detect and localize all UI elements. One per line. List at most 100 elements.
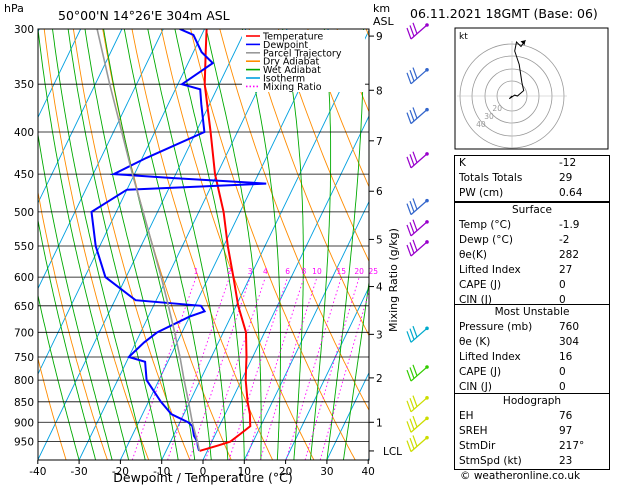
wind-barb-flag	[412, 325, 418, 338]
row-label: SREH	[459, 425, 488, 437]
wind-barb-icon	[406, 325, 429, 343]
table-row: SREH 97	[455, 424, 609, 439]
wind-barb-flag	[406, 203, 412, 215]
table-row: Dewp (°C) -2	[455, 233, 609, 248]
km-tick-label: 6	[376, 186, 383, 198]
legend-label: Isotherm	[263, 74, 305, 85]
x-axis-label: Dewpoint / Temperature (°C)	[113, 470, 292, 485]
isotherm-line	[38, 29, 164, 290]
wind-barb-flag	[406, 156, 412, 169]
surface-table: Surface Temp (°C) -1.9 Dewp (°C) -2 θe(K) 282…	[454, 202, 610, 309]
wet-adiabat-line	[52, 29, 146, 460]
row-value: 0.64	[559, 187, 583, 199]
mixing-ratio-axis-label: Mixing Ratio (g/kg)	[387, 228, 400, 332]
km-tick-label: 3	[376, 329, 383, 341]
location-title: 50°00'N 14°26'E 304m ASL	[58, 8, 230, 23]
wind-barb-shaft	[410, 417, 428, 433]
row-value: 16	[559, 351, 573, 363]
wind-barb-flag	[409, 367, 415, 379]
legend-label: Wet Adiabat	[263, 65, 321, 76]
row-label: Lifted Index	[459, 264, 521, 276]
legend-background	[242, 30, 365, 92]
wet-adiabat-line	[123, 29, 212, 460]
table-row: Lifted Index 16	[455, 350, 609, 365]
wind-barb-shaft	[410, 69, 428, 85]
wind-barb-dot	[425, 365, 429, 369]
table-row: CAPE (J) 0	[455, 278, 609, 293]
isotherm-line	[243, 200, 369, 460]
mixing-ratio-line	[304, 276, 360, 460]
row-label: Temp (°C)	[459, 219, 512, 231]
wind-barb-flag	[412, 107, 418, 119]
x-tick-label: 10	[238, 466, 251, 478]
hodograph-unit: kt	[459, 32, 468, 42]
hodograph-ring-label: 30	[484, 112, 494, 121]
wet-adiabat-line	[38, 131, 113, 460]
row-value: 76	[559, 410, 573, 422]
mixing-ratio-line	[245, 276, 305, 460]
wind-barb-flag	[412, 22, 418, 35]
row-label: Totals Totals	[459, 172, 523, 184]
series-line-temperature	[199, 29, 252, 452]
isotherm-line	[38, 29, 82, 119]
wind-barb-shaft	[410, 24, 428, 40]
wind-barb-icon	[406, 67, 429, 85]
dry-adiabat-line	[131, 29, 274, 460]
table-row: PW (cm) 0.64	[455, 186, 609, 201]
table-row: Pressure (mb) 760	[455, 320, 609, 335]
row-label: EH	[459, 410, 474, 422]
wind-barb-flag	[409, 437, 415, 450]
mixing-ratio-tick-label: 10	[312, 267, 322, 276]
wind-barbs	[406, 22, 429, 453]
wind-barb-flag	[406, 244, 412, 257]
wind-barb-icon	[406, 219, 429, 237]
row-label: θe(K)	[459, 249, 487, 261]
sounding-series	[90, 29, 267, 452]
pressure-tick-label: 350	[14, 79, 34, 91]
wind-barb-flag	[406, 224, 412, 237]
mixing-ratio-labels: 1 2 3 4 6 8 10 15 20 25	[194, 267, 379, 276]
wind-barb-shaft	[410, 221, 428, 237]
wind-barb-flag	[412, 435, 418, 447]
table-row: EH 76	[455, 409, 609, 424]
wind-barb-shaft	[410, 327, 428, 343]
wind-barb-flag	[409, 398, 415, 410]
hodograph-table-title: Hodograph	[502, 395, 562, 407]
row-label: CAPE (J)	[459, 366, 502, 378]
wind-barb-shaft	[410, 241, 428, 257]
row-label: θe (K)	[459, 336, 491, 348]
pressure-tick-label: 750	[14, 352, 34, 364]
wind-barb-icon	[406, 107, 429, 125]
row-value: -12	[559, 157, 577, 169]
isotherm-line	[78, 29, 288, 460]
row-label: StmDir	[459, 440, 496, 452]
km-tick-label: 8	[376, 85, 383, 97]
mixing-ratio-tick-label: 20	[354, 267, 364, 276]
mixing-ratio-tick-label: 1	[194, 267, 199, 276]
wind-barb-shaft	[410, 366, 428, 382]
wind-barb-icon	[406, 364, 429, 382]
wind-barb-flag	[406, 369, 412, 382]
km-tick-label: 4	[376, 282, 383, 294]
wind-barb-flag	[409, 200, 415, 213]
x-tick-label: 0	[200, 466, 207, 478]
legend-label: Dewpoint	[263, 40, 308, 51]
pressure-unit-label: hPa	[4, 2, 24, 15]
row-value: 217°	[559, 440, 585, 452]
row-value: -2	[559, 234, 570, 246]
most-unstable-table: Most Unstable Pressure (mb) 760 θe (K) 304 L…	[454, 304, 610, 396]
row-label: Lifted Index	[459, 351, 521, 363]
pressure-tick-label: 450	[14, 169, 34, 181]
km-tick-label: 2	[376, 373, 383, 385]
series-line-dewpoint	[90, 29, 267, 452]
wind-barb-shaft	[410, 153, 428, 169]
wind-barb-icon	[406, 239, 429, 257]
table-row: K -12	[455, 156, 609, 171]
wind-barb-dot	[425, 396, 429, 400]
km-unit-label: km	[373, 2, 390, 15]
wind-barb-icon	[406, 415, 429, 433]
mixing-ratio-tick-label: 8	[302, 267, 307, 276]
row-label: K	[459, 157, 466, 169]
isotherm-lines	[38, 29, 369, 460]
